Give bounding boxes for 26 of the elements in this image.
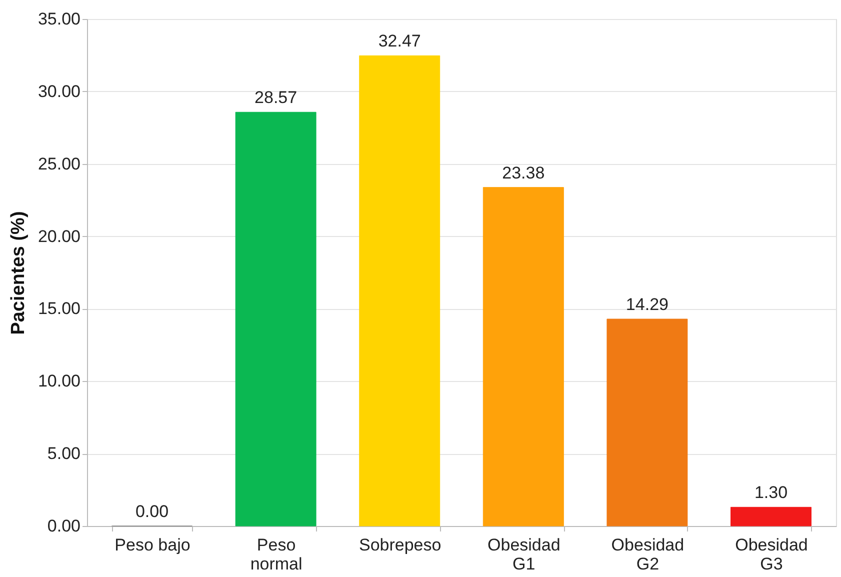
y-tick-label: 0.00 — [47, 516, 80, 536]
y-tick-label: 15.00 — [38, 299, 80, 318]
bar — [235, 112, 316, 526]
data-label: 1.30 — [754, 483, 788, 502]
bar — [482, 187, 564, 526]
y-tick-label: 35.00 — [38, 10, 80, 28]
x-tick-label: Sobrepeso — [358, 536, 442, 554]
x-tick-label: Obesidad G3 — [735, 536, 808, 574]
bar — [730, 506, 812, 526]
y-tick-label: 20.00 — [38, 226, 80, 246]
y-tick-label: 25.00 — [38, 154, 80, 174]
y-tick-label: 5.00 — [47, 444, 80, 464]
data-label: 0.00 — [135, 502, 169, 521]
y-axis-title: Pacientes (%) — [8, 211, 29, 335]
x-tick-label: Peso normal — [250, 536, 302, 574]
y-tick-label: 30.00 — [38, 82, 80, 101]
x-tick-label: Obesidad G2 — [611, 536, 684, 574]
data-label: 14.29 — [626, 295, 668, 314]
bar — [359, 55, 440, 526]
x-tick-label: Peso bajo — [114, 536, 190, 554]
data-label: 32.47 — [378, 32, 421, 51]
y-tick-label: 10.00 — [38, 372, 80, 391]
data-label: 28.57 — [254, 88, 298, 108]
x-tick-label: Obesidad G1 — [488, 536, 560, 574]
data-label: 23.38 — [502, 163, 545, 182]
bar — [606, 318, 688, 526]
